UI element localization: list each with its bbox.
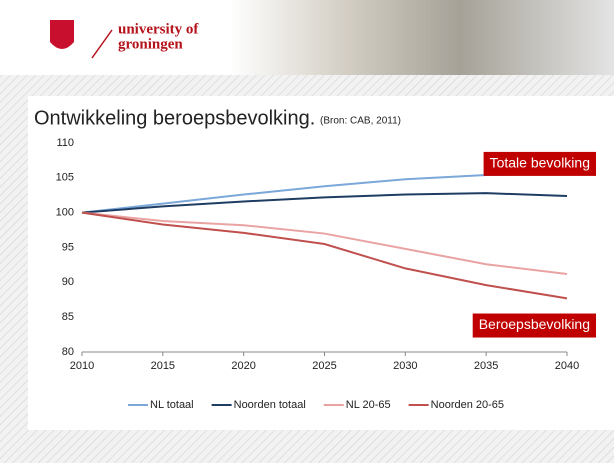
header-photo [230, 0, 614, 75]
annotation-box [472, 313, 596, 338]
legend-label: Noorden totaal [234, 399, 306, 411]
x-tick-label: 2015 [151, 360, 175, 372]
series-line [81, 192, 568, 214]
chart-subtitle: (Bron: CAB, 2011) [320, 116, 401, 127]
y-tick-label: 90 [62, 276, 74, 288]
y-tick-label: 85 [62, 311, 74, 323]
y-tick-label: 110 [56, 137, 74, 149]
content [28, 96, 614, 430]
y-tick-label: 100 [56, 207, 74, 219]
y-tick-label: 80 [62, 346, 74, 358]
x-tick-label: 2030 [393, 360, 417, 372]
logo-text: university of [118, 21, 199, 37]
legend-label: NL totaal [150, 399, 194, 411]
y-tick-label: 105 [56, 172, 74, 184]
x-tick-label: 2035 [474, 360, 498, 372]
x-tick-label: 2025 [312, 360, 336, 372]
series-line [81, 211, 568, 275]
series-line [81, 211, 568, 300]
annotation: Beroepsbevolking [479, 316, 590, 332]
logo-shield [50, 20, 74, 49]
legend-label: Noorden 20-65 [431, 399, 504, 411]
x-tick-label: 2040 [555, 360, 579, 372]
y-tick-label: 95 [62, 241, 74, 253]
chart-title: Ontwikkeling beroepsbevolking. [34, 107, 315, 129]
x-tick-label: 2010 [70, 360, 94, 372]
x-tick-label: 2020 [231, 360, 255, 372]
logo-slash [91, 29, 113, 59]
annotation-box [483, 151, 596, 176]
logo-text: groningen [118, 36, 183, 52]
annotation: Totale bevolking [490, 155, 590, 171]
legend-label: NL 20-65 [346, 399, 391, 411]
